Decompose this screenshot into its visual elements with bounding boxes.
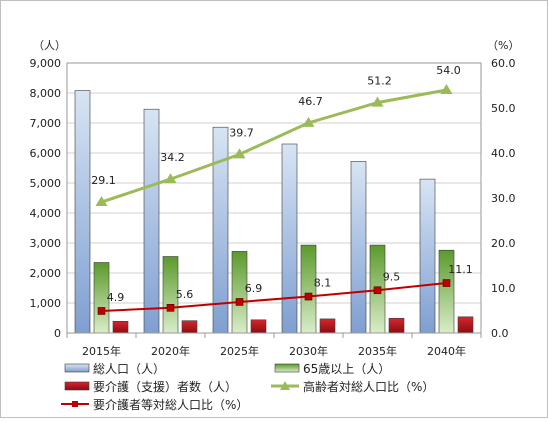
axes: 0 1,000 2,000 3,000 4,000 5,000 6,000 7,000 8,00…: [30, 39, 520, 358]
data-point: [97, 307, 106, 315]
bar-series-group: [74, 90, 474, 334]
bar: [419, 178, 436, 334]
right-tick-label: 60.0: [491, 57, 516, 70]
bar: [388, 317, 405, 334]
left-tick-label: 7,000: [30, 117, 62, 130]
x-tick-label: 2015年: [82, 344, 121, 358]
data-point: [304, 292, 313, 301]
data-label: 9.5: [383, 270, 401, 283]
bar: [74, 90, 91, 334]
legend-marker: [72, 401, 78, 407]
data-point: [373, 286, 382, 295]
data-label: 34.2: [160, 151, 185, 164]
bar: [143, 108, 160, 334]
data-label: 4.9: [107, 291, 125, 304]
bar: [112, 320, 129, 334]
bar: [281, 143, 298, 334]
legend-label: 要介護者等対総人口比（%）: [93, 397, 248, 412]
data-label: 5.6: [176, 288, 194, 301]
data-point: [95, 196, 108, 207]
legend-label: 65歳以上（人）: [303, 362, 390, 376]
data-label: 8.1: [314, 277, 332, 290]
bar: [319, 318, 336, 334]
data-point: [235, 298, 244, 306]
left-tick-label: 4,000: [30, 207, 62, 220]
legend-label: 要介護（支援）者数（人）: [93, 379, 237, 394]
legend-label: 総人口（人）: [93, 362, 165, 376]
right-tick-label: 10.0: [491, 282, 516, 295]
left-tick-label: 3,000: [30, 237, 62, 250]
data-point: [440, 84, 453, 94]
data-label: 46.7: [298, 95, 323, 108]
left-tick-label: 1,000: [30, 297, 62, 310]
legend: 総人口（人） 65歳以上（人） 要介護（支援）者数（人） 高齢者対総人口比（%） 要介護…: [61, 362, 434, 412]
gridlines: [67, 62, 481, 304]
legend-swatch: [64, 363, 90, 373]
x-tick-label: 2035年: [358, 344, 397, 358]
x-tick-label: 2025年: [220, 344, 259, 358]
data-label: 6.9: [245, 282, 263, 295]
data-label: 54.0: [436, 64, 461, 77]
data-point: [233, 148, 246, 159]
series-line: [101, 88, 447, 204]
left-tick-label: 8,000: [30, 87, 62, 100]
legend-label: 高齢者対総人口比（%）: [303, 379, 434, 394]
data-point: [166, 303, 175, 312]
x-tick-label: 2020年: [151, 344, 190, 358]
right-tick-label: 20.0: [491, 237, 516, 250]
right-tick-label: 30.0: [491, 192, 516, 205]
data-point: [164, 173, 177, 184]
legend-swatch: [274, 363, 300, 373]
data-label: 39.7: [229, 126, 254, 139]
left-axis-unit-label: （人）: [33, 39, 66, 52]
data-point: [302, 116, 315, 127]
bar: [350, 161, 367, 334]
left-tick-label: 5,000: [30, 177, 62, 190]
right-axis-unit-label: （%）: [487, 39, 519, 52]
left-tick-label: 9,000: [30, 57, 62, 70]
right-tick-label: 50.0: [491, 102, 516, 115]
bar: [181, 320, 198, 334]
left-tick-label: 0: [54, 327, 61, 340]
right-tick-label: 0.0: [491, 327, 509, 340]
plot-area-border: [66, 62, 482, 334]
bar: [457, 316, 474, 334]
left-tick-label: 2,000: [30, 267, 62, 280]
data-label: 11.1: [448, 263, 473, 276]
data-point: [442, 279, 451, 287]
left-tick-label: 6,000: [30, 147, 62, 160]
right-tick-label: 40.0: [491, 147, 516, 160]
data-label: 29.1: [91, 174, 116, 187]
x-tick-label: 2040年: [427, 344, 466, 358]
line-series-group: 29.1 34.2 39.7 46.7 51.2 54.0 4.9 5.6 6.9 8.1 9.5 1…: [91, 64, 473, 315]
bar: [250, 319, 267, 334]
data-label: 51.2: [367, 75, 392, 88]
legend-marker: [280, 381, 290, 390]
series-line: [101, 282, 447, 312]
data-point: [371, 96, 384, 107]
x-tick-label: 2030年: [289, 344, 328, 358]
legend-swatch: [64, 381, 90, 391]
